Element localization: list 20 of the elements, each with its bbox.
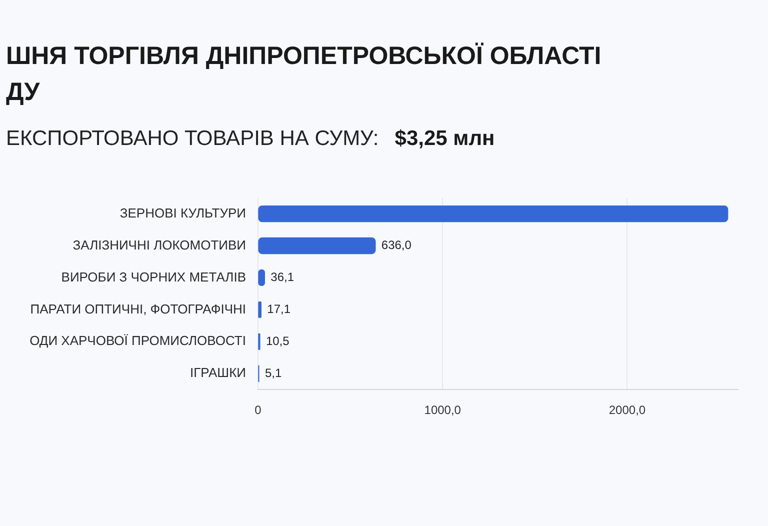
bar bbox=[258, 237, 376, 254]
x-tick-label: 2000,0 bbox=[608, 403, 646, 418]
data-label: 10,5 bbox=[266, 334, 290, 348]
chart-title: ШНЯ ТОРГІВЛЯ ДНІПРОПЕТРОВСЬКОЇ ОБЛАСТІ ДУ bbox=[6, 41, 602, 108]
bar bbox=[258, 301, 262, 318]
y-tick-label: ОДИ ХАРЧОВОЇ ПРОМИСЛОВОСТІ bbox=[30, 333, 246, 348]
x-tick-label: 1000,0 bbox=[424, 403, 462, 418]
x-tick-label: 0 bbox=[254, 403, 262, 418]
y-tick-label: ВИРОБИ З ЧОРНИХ МЕТАЛІВ bbox=[61, 269, 246, 284]
y-tick-label: ЗАЛІЗНИЧНІ ЛОКОМОТИВИ bbox=[72, 237, 246, 252]
y-tick-label: ЗЕРНОВІ КУЛЬТУРИ bbox=[120, 205, 246, 220]
data-label: 5,1 bbox=[264, 366, 282, 380]
chart-subtitle: ЕКСПОРТОВАНО ТОВАРІВ НА СУМУ: bbox=[6, 127, 379, 150]
y-tick-label: ПАРАТИ ОПТИЧНІ, ФОТОГРАФІЧНІ bbox=[30, 301, 246, 316]
bar bbox=[258, 205, 728, 222]
data-label: 17,1 bbox=[267, 302, 291, 316]
y-tick-label: ІГРАШКИ bbox=[190, 365, 246, 380]
data-label: 636,0 bbox=[381, 238, 412, 252]
data-label: 36,1 bbox=[270, 270, 294, 284]
text: $3,25 млн bbox=[394, 127, 495, 150]
